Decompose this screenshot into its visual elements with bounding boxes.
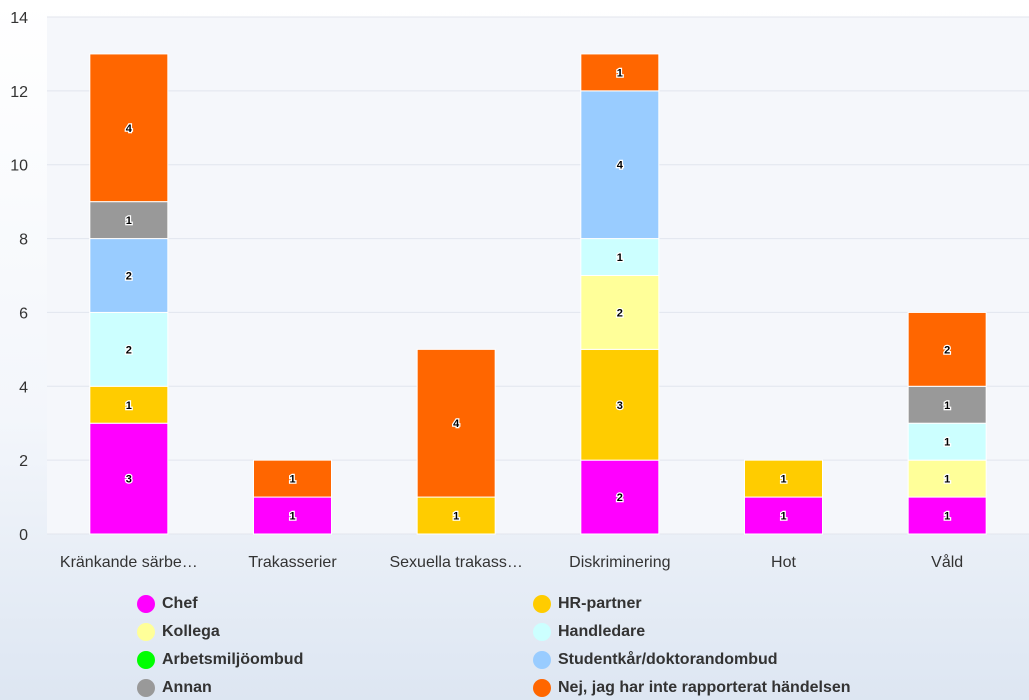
legend-item[interactable]: Annan xyxy=(137,677,212,699)
bar-segment xyxy=(907,459,987,498)
legend-item[interactable]: Studentkår/doktorandombud xyxy=(533,649,778,671)
data-label: 1 xyxy=(780,474,786,486)
bar-segment xyxy=(89,238,169,313)
legend-label: HR-partner xyxy=(558,595,642,612)
data-label: 1 xyxy=(944,400,950,412)
legend-marker xyxy=(137,623,155,641)
x-tick-label: Diskriminering xyxy=(569,554,670,571)
x-tick-label: Våld xyxy=(931,553,963,571)
legend-label: Nej, jag har inte rapporterat händelsen xyxy=(558,679,851,696)
legend-label: Annan xyxy=(162,679,212,696)
y-axis: 0 2 4 6 8 10 12 14 xyxy=(10,10,28,544)
y-tick-label: 10 xyxy=(10,158,28,175)
bar-segment xyxy=(580,90,660,240)
bar-segment xyxy=(744,459,823,498)
legend-marker xyxy=(533,679,551,697)
data-label: 1 xyxy=(780,511,786,523)
legend-marker xyxy=(533,623,551,641)
y-tick-label: 8 xyxy=(19,232,28,249)
bar-segment xyxy=(253,459,332,498)
bar-segment xyxy=(580,459,660,535)
x-tick-label: Trakasserier xyxy=(248,554,337,571)
data-label: 2 xyxy=(126,271,132,283)
bar-segment xyxy=(907,311,987,387)
data-label: 1 xyxy=(289,511,295,523)
data-label: 4 xyxy=(617,160,624,172)
y-tick-label: 2 xyxy=(19,453,28,470)
y-tick-label: 0 xyxy=(19,527,28,544)
data-label: 1 xyxy=(126,400,132,412)
y-tick-label: 12 xyxy=(10,84,28,101)
legend-marker xyxy=(137,651,155,669)
legend-label: Handledare xyxy=(558,623,646,640)
legend-marker xyxy=(137,595,155,613)
x-axis: Kränkande särbe… Trakasserier Sexuella tra… xyxy=(60,553,963,571)
plot-background xyxy=(47,17,1029,534)
x-tick-label: Sexuella trakass… xyxy=(389,554,522,571)
bar-segment xyxy=(89,422,169,535)
y-tick-label: 6 xyxy=(19,305,28,322)
bar-segment xyxy=(416,496,496,535)
bar-segment xyxy=(253,496,332,535)
data-label: 1 xyxy=(289,474,295,486)
legend-item[interactable]: Kollega xyxy=(137,621,220,643)
legend-item[interactable]: Nej, jag har inte rapporterat händelsen xyxy=(533,677,851,699)
bar-segment xyxy=(89,201,169,240)
legend-marker xyxy=(137,679,155,697)
legend-label: Arbetsmiljöombud xyxy=(162,651,304,668)
bar-segment xyxy=(907,422,987,461)
x-tick-label: Hot xyxy=(771,554,796,571)
data-label: 1 xyxy=(944,437,950,449)
legend: Chef HR-partner Kollega Handledare Arbetsmil… xyxy=(0,592,1029,700)
legend-item[interactable]: Chef xyxy=(137,593,198,615)
data-label: 4 xyxy=(126,123,133,135)
legend-label: Studentkår/doktorandombud xyxy=(558,651,778,668)
x-tick-label: Kränkande särbe… xyxy=(60,554,198,571)
data-label: 1 xyxy=(944,511,950,523)
data-label: 1 xyxy=(617,252,623,264)
data-label: 4 xyxy=(453,418,460,430)
data-label: 1 xyxy=(617,67,623,79)
data-label: 1 xyxy=(944,474,950,486)
legend-item[interactable]: HR-partner xyxy=(533,593,642,615)
bar-segment xyxy=(580,53,660,92)
data-label: 1 xyxy=(453,511,459,523)
legend-label: Chef xyxy=(162,595,198,612)
legend-marker xyxy=(533,595,551,613)
data-label: 2 xyxy=(617,492,623,504)
legend-marker xyxy=(533,651,551,669)
y-tick-label: 4 xyxy=(19,379,28,396)
bar-segment xyxy=(580,275,660,350)
bar-segment xyxy=(89,385,169,424)
bar-segment xyxy=(907,385,987,424)
legend-label: Kollega xyxy=(162,623,220,640)
bar-segment xyxy=(907,496,987,535)
bar-segment xyxy=(580,348,660,461)
data-label: 1 xyxy=(126,215,132,227)
data-label: 2 xyxy=(617,307,623,319)
gridlines xyxy=(47,16,1029,535)
bars: 3 1 2 2 1 4 1 1 1 4 2 3 2 1 4 1 1 1 1 1 1 1 2 xyxy=(89,53,987,535)
bar-segment xyxy=(89,53,169,203)
data-label: 2 xyxy=(126,344,132,356)
data-label: 3 xyxy=(617,400,623,412)
bar-segment xyxy=(416,348,496,498)
legend-item[interactable]: Handledare xyxy=(533,621,645,643)
legend-item[interactable]: Arbetsmiljöombud xyxy=(137,649,303,671)
data-label: 2 xyxy=(944,344,950,356)
data-label: 3 xyxy=(126,474,132,486)
y-tick-label: 14 xyxy=(10,10,28,27)
